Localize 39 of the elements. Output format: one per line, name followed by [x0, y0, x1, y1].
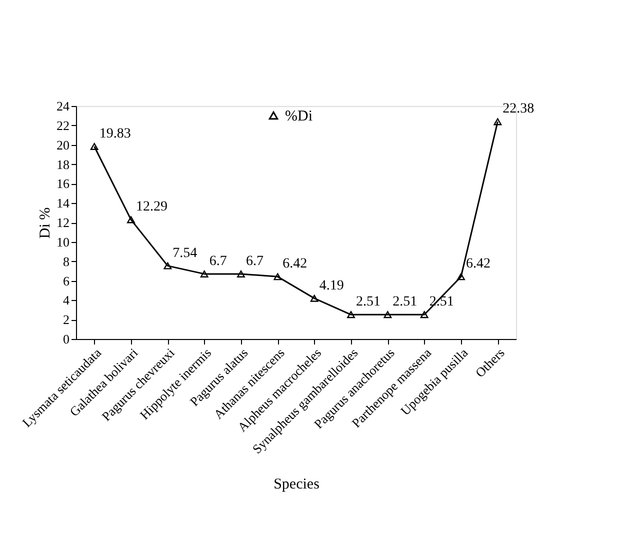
point: [384, 311, 392, 318]
data-label: 7.54: [172, 246, 198, 261]
data-label: 2.51: [392, 294, 418, 310]
point: [274, 273, 282, 280]
y-tick-label: 6: [63, 273, 70, 288]
point: [237, 270, 245, 278]
data-label: 6.42: [282, 256, 308, 272]
y-tick-label: 24: [56, 98, 70, 114]
y-tick-label: 12: [56, 215, 70, 230]
data-label: 2.51: [356, 294, 380, 310]
y-tick-label: 16: [56, 176, 70, 192]
data-label: 6.7: [209, 254, 227, 269]
y-tick-label: 0: [63, 332, 70, 346]
point: [494, 118, 502, 126]
data-label: 12.29: [136, 200, 168, 215]
data-label: 4.19: [319, 278, 344, 294]
point: [457, 273, 465, 280]
point: [90, 142, 98, 150]
y-tick-label: 4: [63, 292, 70, 308]
y-tick-label: 2: [63, 312, 70, 328]
legend-label: %Di: [285, 108, 312, 124]
point: [420, 311, 428, 318]
data-label: 6.7: [246, 254, 264, 269]
data-label: 22.38: [502, 102, 534, 117]
data-label: 6.42: [466, 256, 490, 272]
point: [127, 216, 135, 224]
data-label: 19.83: [99, 126, 131, 142]
y-tick-label: 10: [56, 234, 70, 250]
x-axis-title: Species: [274, 476, 320, 493]
point: [164, 262, 172, 270]
point: [200, 270, 208, 278]
point: [310, 294, 318, 302]
y-axis-title: Di %: [38, 207, 54, 239]
point: [347, 311, 355, 318]
y-tick-label: 8: [63, 254, 70, 269]
y-tick-label: 20: [56, 137, 70, 152]
y-tick-label: 18: [56, 156, 70, 172]
y-tick-label: 22: [56, 118, 70, 133]
y-tick-label: 14: [56, 196, 70, 211]
